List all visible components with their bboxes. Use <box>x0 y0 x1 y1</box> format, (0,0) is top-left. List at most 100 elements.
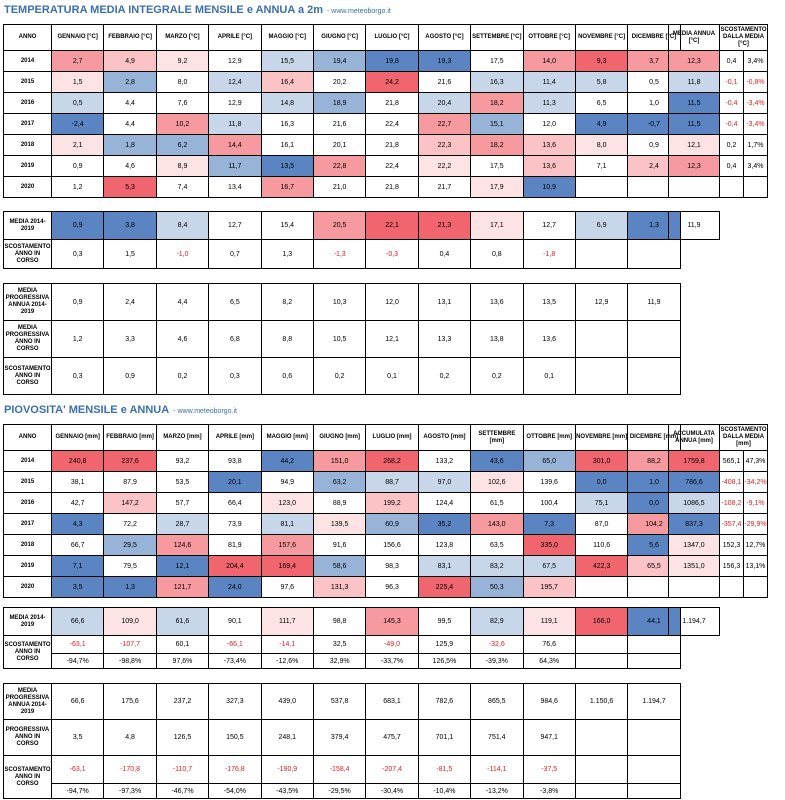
table-cell <box>574 576 629 598</box>
table-cell <box>574 239 629 269</box>
row-label: MEDIA PROGRESSIVA ANNUA 2014-2019 <box>3 683 52 720</box>
table-cell: 66,7 <box>50 534 105 556</box>
year-label: 2014 <box>3 50 52 72</box>
deviation-percent: -0,8% <box>743 71 768 93</box>
annual-value: 1347,0 <box>668 534 720 556</box>
column-header: NOVEMBRE [°C] <box>574 24 629 51</box>
table-cell: 97,6% <box>155 653 210 669</box>
table-cell: 537,8 <box>312 683 367 720</box>
table-cell <box>574 719 629 756</box>
total-value: 11,9 <box>668 211 720 240</box>
table-cell: 1,8 <box>103 134 157 156</box>
table-cell: 16,3 <box>470 71 524 93</box>
table-cell: -3,8% <box>522 783 576 799</box>
table-cell: 12,1 <box>155 555 210 577</box>
year-label: 2017 <box>3 113 52 135</box>
annual-value: 11,8 <box>668 71 720 93</box>
temp-media-table: MEDIA 2014-2019 0,9 3,8 8,4 12,7 15,4 20,5 22,1… <box>3 211 681 269</box>
table-cell: -32,6 <box>470 635 524 654</box>
table-cell: 11,4 <box>522 71 576 93</box>
table-cell: -63,1 <box>50 755 105 784</box>
table-cell: 13,6 <box>522 155 576 177</box>
table-cell: 8,8 <box>260 320 314 358</box>
annual-value: 12,3 <box>668 50 720 72</box>
table-cell: 327,3 <box>208 683 262 720</box>
table-cell: 13,3 <box>417 320 472 358</box>
table-cell: 2,7 <box>50 50 105 72</box>
deviation-percent: 3,4% <box>743 50 768 72</box>
table-cell: 139,5 <box>312 513 367 535</box>
annual-value <box>668 576 720 598</box>
table-cell: 6,8 <box>208 320 262 358</box>
table-cell: 15,4 <box>260 211 314 240</box>
table-cell: -73,4% <box>208 653 262 669</box>
table-cell: 2,1 <box>50 134 105 156</box>
column-header: GIUGNO [°C] <box>312 24 367 51</box>
table-cell: 58,6 <box>312 555 367 577</box>
table-cell: -12,6% <box>260 653 314 669</box>
rain-side-table: ACCUMULATA ANNUA [mm] SCOSTAMENTO DALLA M… <box>668 424 768 598</box>
deviation-value: -408,1 <box>719 471 744 493</box>
deviation-value: 0,4 <box>719 155 744 177</box>
table-cell: 19,4 <box>312 50 367 72</box>
table-cell: 66,6 <box>50 683 105 720</box>
table-cell: -110,7 <box>155 755 210 784</box>
rain-main-table: ANNO GENNAIO [mm] FEBBRAIO [mm] MARZO [mm] A… <box>3 424 681 598</box>
table-cell: 111,7 <box>260 607 314 636</box>
table-cell: 81,9 <box>208 534 262 556</box>
table-cell: 156,6 <box>365 534 419 556</box>
table-cell: 24,0 <box>208 576 262 598</box>
deviation-percent: -3,4% <box>743 92 768 114</box>
table-cell: 0,1 <box>365 357 419 395</box>
table-cell: 20,1 <box>208 471 262 493</box>
table-cell: 11,9 <box>627 283 681 321</box>
table-cell: 1,5 <box>103 239 157 269</box>
row-label: MEDIA 2014-2019 <box>3 211 52 240</box>
table-cell: 7,1 <box>574 155 629 177</box>
table-cell: 701,1 <box>417 719 472 756</box>
table-cell: 83,1 <box>417 555 472 577</box>
table-cell: -66,1 <box>208 635 262 654</box>
table-cell: 20,2 <box>312 71 367 93</box>
deviation-value: 565,1 <box>719 450 744 472</box>
table-cell: 0,9 <box>627 134 681 156</box>
table-cell: 83,2 <box>470 555 524 577</box>
table-cell: 32,5 <box>312 635 367 654</box>
table-cell: 4,6 <box>155 320 210 358</box>
table-cell: 21,3 <box>417 211 472 240</box>
table-cell: 13,5 <box>522 283 576 321</box>
table-cell: 3,5 <box>50 576 105 598</box>
table-cell: 104,2 <box>627 513 681 535</box>
table-cell: 131,3 <box>312 576 367 598</box>
column-header: FEBBRAIO [°C] <box>103 24 157 51</box>
table-cell: 124,6 <box>155 534 210 556</box>
table-cell: 20,1 <box>312 134 367 156</box>
total-value: 1.194,7 <box>668 607 720 636</box>
table-cell: 42,7 <box>50 492 105 514</box>
table-cell: 14,4 <box>208 134 262 156</box>
table-cell: 53,5 <box>155 471 210 493</box>
deviation-percent: 13,1% <box>743 555 768 577</box>
column-header: APRILE [mm] <box>208 424 262 451</box>
table-cell <box>574 755 629 784</box>
table-cell: 81,1 <box>260 513 314 535</box>
table-cell: 12,0 <box>522 113 576 135</box>
deviation-value: 0,4 <box>719 50 744 72</box>
table-cell: 7,3 <box>522 513 576 535</box>
deviation-percent <box>743 176 768 198</box>
table-cell: -29,5% <box>312 783 367 799</box>
table-cell: -13,2% <box>470 783 524 799</box>
table-cell: 22,4 <box>365 113 419 135</box>
table-cell: 21,7 <box>417 176 472 198</box>
column-header: MARZO [°C] <box>155 24 210 51</box>
annual-value: 1759,8 <box>668 450 720 472</box>
table-cell: -14,1 <box>260 635 314 654</box>
table-cell <box>627 176 681 198</box>
table-cell: 57,7 <box>155 492 210 514</box>
table-cell: 147,2 <box>103 492 157 514</box>
table-cell: 6,5 <box>574 92 629 114</box>
deviation-value: -0,4 <box>719 113 744 135</box>
table-cell: 4,8 <box>103 719 157 756</box>
table-cell: 65,0 <box>522 450 576 472</box>
year-label: 2018 <box>3 134 52 156</box>
